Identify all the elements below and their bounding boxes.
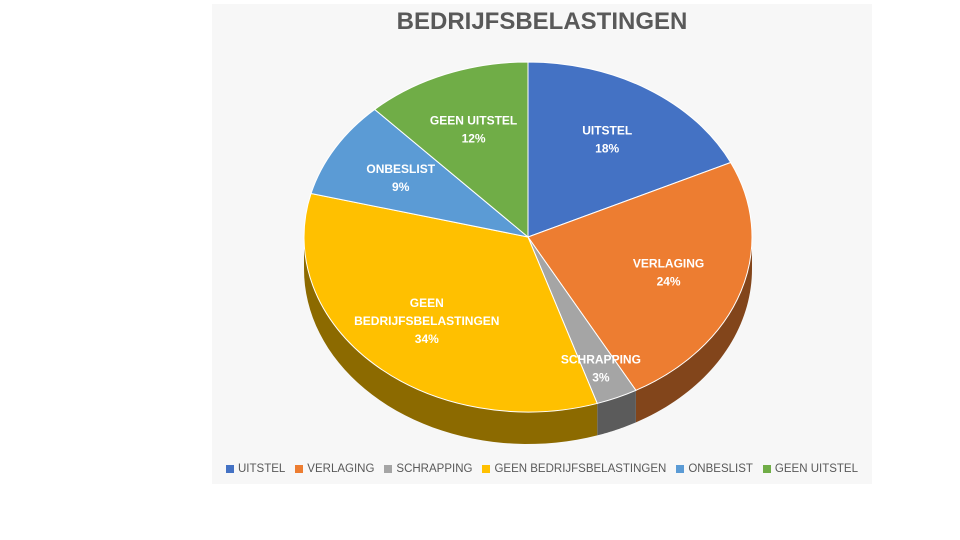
pie-slice-onbeslist — [310, 108, 529, 238]
pie-side-geen-bedrijfsbelastingen — [304, 237, 598, 444]
pie-slice-uitstel — [527, 61, 732, 238]
legend-swatch — [762, 465, 771, 473]
data-label-uitstel: UITSTEL 18% — [582, 124, 632, 156]
pie-side-schrapping — [597, 390, 636, 436]
data-label-verlaging: VERLAGING 24% — [633, 257, 704, 289]
legend-swatch — [226, 465, 234, 473]
data-label-geen-uitstel: GEEN UITSTEL 12% — [430, 114, 517, 146]
legend-label: GEEN BEDRIJFSBELASTINGEN — [494, 463, 667, 475]
legend-swatch — [295, 465, 304, 473]
legend-swatch — [384, 465, 393, 473]
legend-item-onbeslist: ONBESLIST — [676, 463, 753, 475]
chart-area: BEDRIJFSBELASTINGEN UITSTEL 18% VERLAGING 2… — [212, 4, 872, 484]
legend-label: UITSTEL — [238, 463, 286, 475]
legend-label: VERLAGING — [307, 463, 375, 475]
legend-item-uitstel: UITSTEL — [226, 463, 285, 475]
legend-label: SCHRAPPING — [396, 463, 473, 475]
chart-title: BEDRIJFSBELASTINGEN — [396, 8, 688, 35]
data-label-schrapping: SCHRAPPING 3% — [561, 353, 641, 385]
legend-swatch — [676, 465, 685, 473]
chart-legend: UITSTEL VERLAGING SCHRAPPING GEEN BEDRIJFSB… — [212, 463, 872, 475]
legend-label: GEEN UITSTEL — [774, 463, 858, 475]
legend-label: ONBESLIST — [688, 463, 753, 475]
legend-item-verlaging: VERLAGING — [295, 463, 374, 475]
pie-slice-verlaging — [527, 161, 753, 391]
legend-item-schrapping: SCHRAPPING — [384, 463, 472, 475]
legend-item-geen-uitstel: GEEN UITSTEL — [762, 463, 858, 475]
pie-slice-geen-bedrijfsbelastingen — [303, 192, 598, 413]
legend-swatch — [482, 465, 491, 473]
data-label-geen-bedrijfsbelastingen: GEEN BEDRIJFSBELASTINGEN 34% — [354, 296, 499, 346]
data-label-onbeslist: ONBESLIST 9% — [366, 162, 435, 194]
pie-slice-geen-uitstel — [373, 61, 529, 239]
legend-item-geen-bedrijfsbelastingen: GEEN BEDRIJFSBELASTINGEN — [482, 463, 666, 475]
pie-chart: UITSTEL 18% VERLAGING 24% SCHRAPPING 3% GEEN BE… — [303, 61, 753, 444]
